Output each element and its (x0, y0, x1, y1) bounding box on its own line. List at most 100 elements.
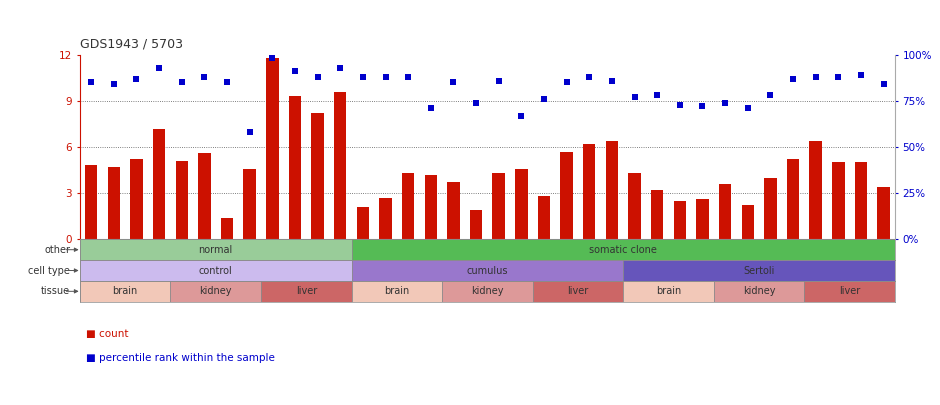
Text: brain: brain (384, 286, 410, 296)
Text: cumulus: cumulus (466, 266, 509, 275)
Bar (493, 173, 505, 239)
Point (129, 75, 144, 82)
Bar (515, 168, 527, 239)
Bar (80, 281, 170, 302)
Text: kidney: kidney (471, 286, 504, 296)
Point (446, 79, 461, 85)
Point (378, 74, 393, 80)
Point (196, 74, 212, 80)
Bar (623, 260, 895, 281)
Bar (402, 173, 415, 239)
Bar (85, 166, 98, 239)
Bar (605, 141, 619, 239)
Bar (787, 159, 799, 239)
Point (786, 75, 801, 82)
Text: control: control (199, 266, 232, 275)
Bar (289, 96, 301, 239)
Point (400, 74, 415, 80)
Bar (311, 113, 323, 239)
Point (672, 101, 687, 108)
Bar (442, 281, 533, 302)
Text: somatic clone: somatic clone (589, 245, 657, 255)
Point (84, 79, 99, 85)
Bar (261, 281, 352, 302)
Point (468, 100, 483, 106)
Text: Sertoli: Sertoli (744, 266, 775, 275)
Point (763, 92, 778, 98)
Bar (854, 162, 867, 239)
Text: brain: brain (656, 286, 682, 296)
Point (333, 64, 348, 71)
Bar (533, 281, 623, 302)
Bar (742, 205, 754, 239)
Bar (713, 281, 805, 302)
Bar (266, 58, 278, 239)
Text: other: other (44, 245, 70, 255)
Bar (560, 151, 572, 239)
Text: liver: liver (296, 286, 317, 296)
Text: liver: liver (839, 286, 860, 296)
Text: tissue: tissue (41, 286, 70, 296)
Bar (809, 141, 822, 239)
Point (808, 74, 823, 80)
Bar (805, 281, 895, 302)
Bar (447, 182, 460, 239)
Point (695, 103, 710, 110)
Point (423, 105, 438, 111)
Bar (80, 239, 352, 260)
Point (174, 79, 189, 85)
Point (854, 72, 869, 78)
Text: normal: normal (198, 245, 233, 255)
Point (310, 74, 325, 80)
Bar (719, 184, 731, 239)
Bar (352, 281, 442, 302)
Bar (623, 281, 713, 302)
Bar (583, 144, 595, 239)
Point (559, 79, 574, 85)
Point (106, 81, 121, 87)
Bar (380, 198, 392, 239)
Bar (334, 92, 347, 239)
Point (582, 74, 597, 80)
Bar (674, 201, 686, 239)
Bar (243, 168, 256, 239)
Bar (131, 159, 143, 239)
Point (492, 77, 507, 84)
Bar (108, 167, 120, 239)
Bar (221, 218, 233, 239)
Text: kidney: kidney (199, 286, 232, 296)
Bar (176, 161, 188, 239)
Bar (764, 178, 776, 239)
Bar (832, 162, 844, 239)
Bar (470, 210, 482, 239)
Bar (352, 260, 623, 281)
Bar (198, 153, 211, 239)
Point (717, 100, 732, 106)
Bar (425, 175, 437, 239)
Point (265, 55, 280, 62)
Point (243, 129, 258, 135)
Point (876, 81, 891, 87)
Text: ■ percentile rank within the sample: ■ percentile rank within the sample (86, 353, 275, 362)
Point (537, 96, 552, 102)
Bar (628, 173, 641, 239)
Bar (538, 196, 550, 239)
Point (831, 74, 846, 80)
Bar (697, 199, 709, 239)
Text: brain: brain (113, 286, 138, 296)
Bar (356, 207, 369, 239)
Point (604, 77, 619, 84)
Point (514, 112, 529, 119)
Point (288, 68, 303, 75)
Bar (651, 190, 664, 239)
Bar (352, 239, 895, 260)
Point (220, 79, 235, 85)
Bar (153, 128, 165, 239)
Point (355, 74, 370, 80)
Text: GDS1943 / 5703: GDS1943 / 5703 (80, 38, 183, 51)
Point (627, 94, 642, 100)
Bar (80, 260, 352, 281)
Text: liver: liver (568, 286, 588, 296)
Text: ■ count: ■ count (86, 329, 129, 339)
Point (151, 64, 166, 71)
